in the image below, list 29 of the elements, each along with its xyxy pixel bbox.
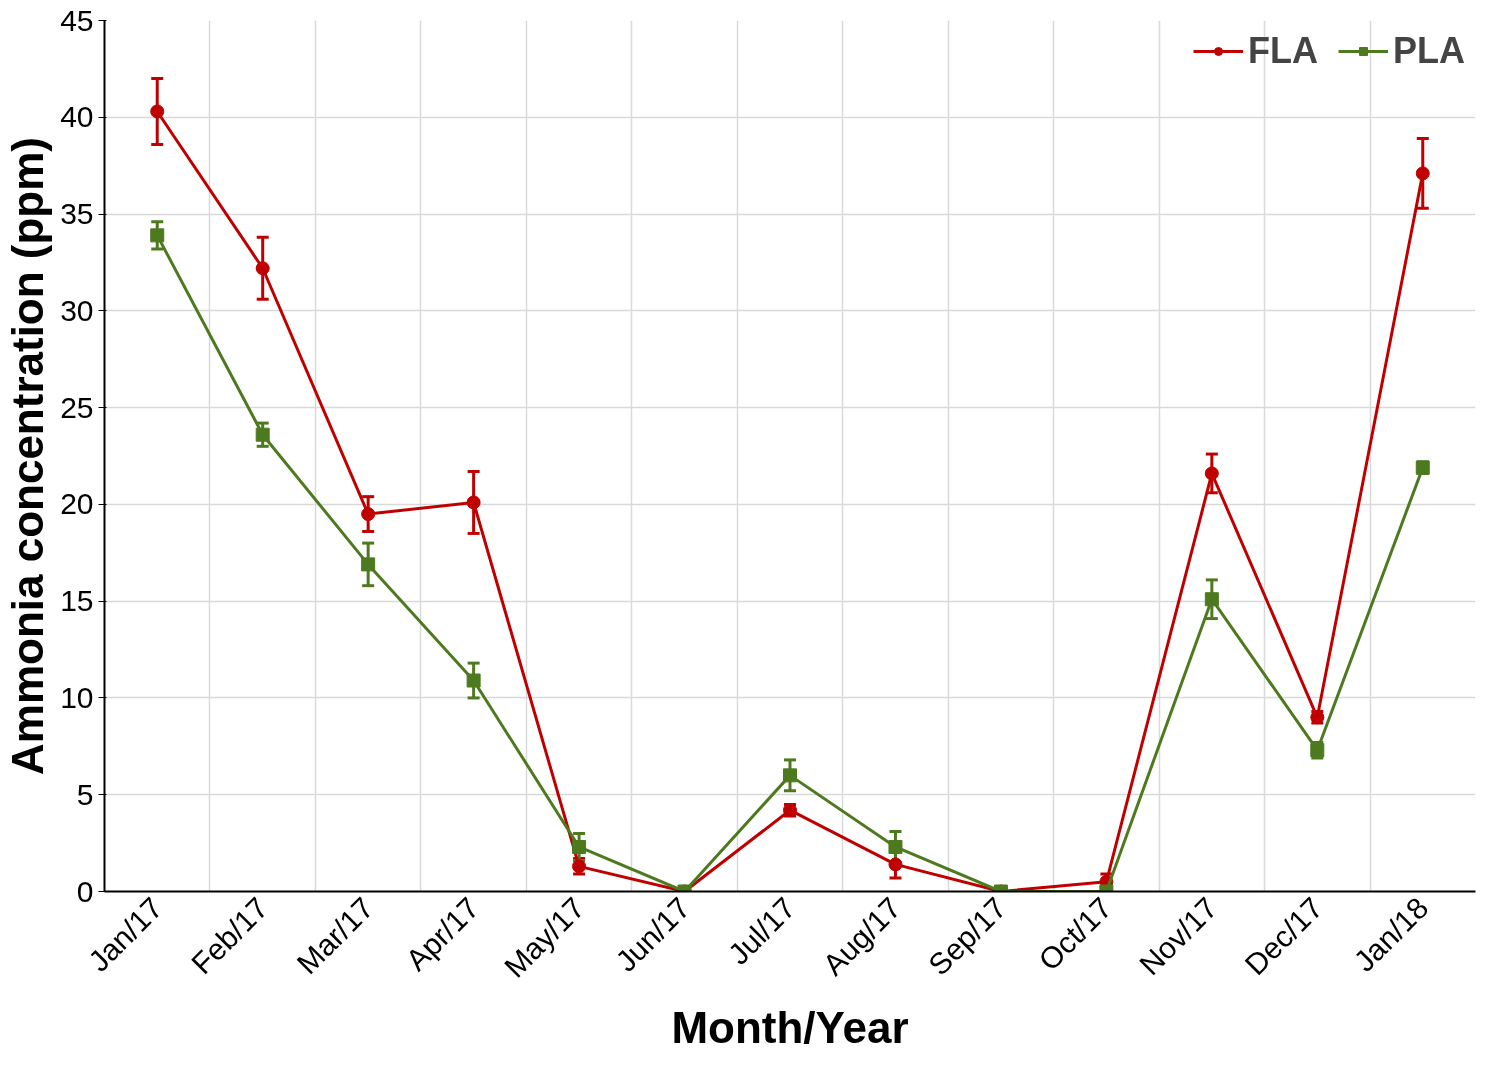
y-tick-label: 40: [60, 100, 94, 134]
point: [255, 261, 270, 276]
y-tick-label: 25: [60, 390, 94, 424]
point: [255, 427, 270, 442]
point: [361, 507, 376, 522]
legend-label: PLA: [1393, 30, 1465, 72]
point: [888, 839, 903, 854]
point: [1204, 592, 1219, 607]
point: [466, 495, 481, 510]
y-tick-label: 10: [60, 680, 94, 714]
point: [783, 768, 797, 783]
y-tick-label: 0: [76, 874, 94, 908]
y-tick-label: 20: [60, 487, 94, 521]
point: [572, 839, 587, 854]
point: [1415, 166, 1430, 181]
y-tick-label: 5: [76, 777, 94, 811]
point: [150, 228, 165, 243]
legend-label: FLA: [1248, 30, 1318, 72]
y-tick-label: 30: [60, 293, 94, 327]
point: [1204, 466, 1219, 481]
y-axis-title: Ammonia concentration (ppm): [3, 136, 53, 776]
point: [150, 104, 165, 119]
point: [888, 857, 903, 872]
point: [466, 673, 481, 688]
x-axis-title: Month/Year: [671, 1003, 909, 1053]
point: [361, 557, 376, 572]
y-tick-label: 15: [60, 584, 94, 618]
y-tick-label: 45: [60, 3, 94, 37]
y-tick-label: 35: [60, 197, 94, 231]
